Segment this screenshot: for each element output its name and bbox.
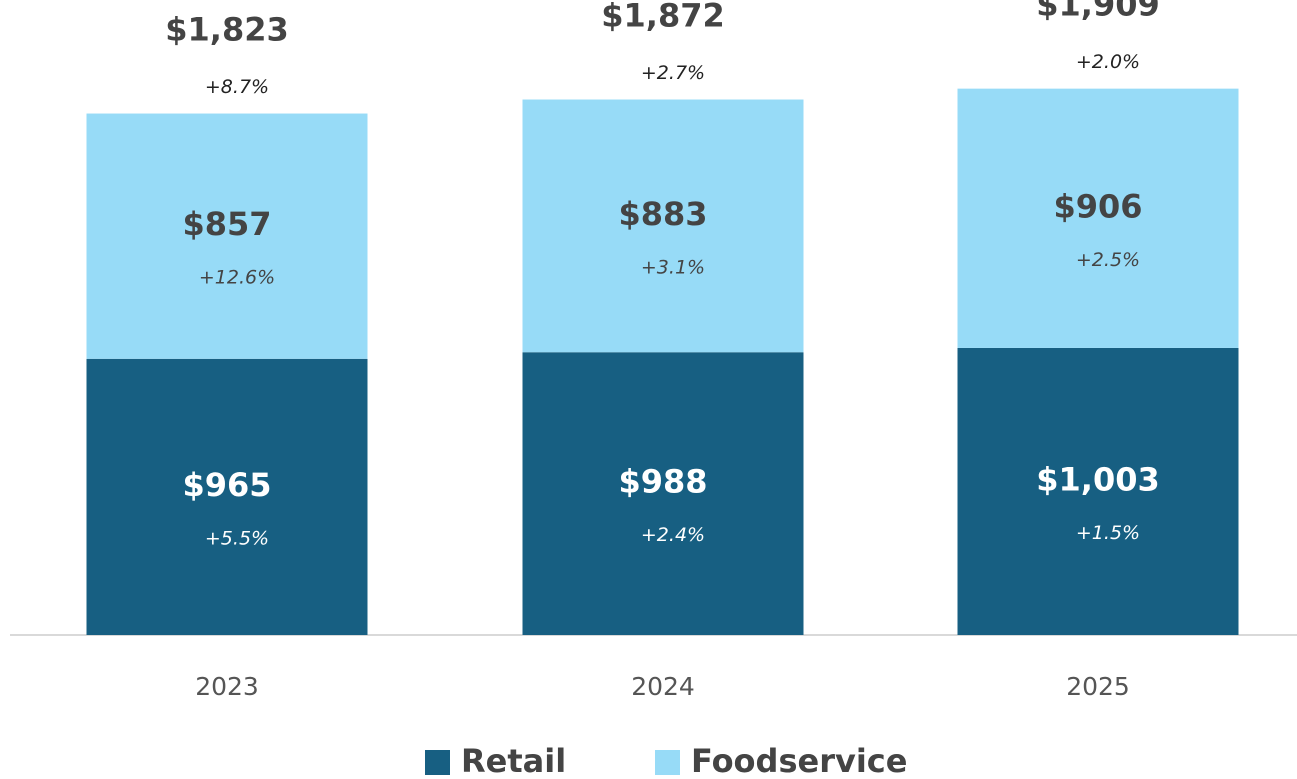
value-label: $1,003: [1036, 460, 1159, 498]
total-label: $1,909: [1036, 0, 1159, 24]
total-growth-label: +2.0%: [1076, 51, 1140, 73]
bar-segment: [86, 113, 368, 359]
x-tick-label: 2023: [195, 672, 259, 701]
total-label: $1,823: [165, 11, 288, 49]
legend-label: Retail: [461, 742, 566, 779]
value-label: $988: [618, 463, 707, 501]
growth-label: +1.5%: [1076, 522, 1140, 544]
growth-label: +2.4%: [641, 524, 705, 546]
bar-segment: [957, 347, 1239, 635]
growth-label: +5.5%: [205, 527, 269, 549]
legend-label: Foodservice: [691, 742, 907, 779]
value-label: $883: [618, 195, 707, 233]
bar-segment: [86, 358, 368, 635]
total-label: $1,872: [601, 0, 724, 35]
x-tick-label: 2024: [631, 672, 695, 701]
bar-segment: [522, 99, 804, 353]
bar-segment: [522, 352, 804, 635]
growth-label: +2.5%: [1076, 249, 1140, 271]
growth-label: +3.1%: [641, 256, 705, 278]
value-label: $965: [182, 466, 271, 504]
total-growth-label: +8.7%: [205, 76, 269, 98]
value-label: $857: [182, 205, 271, 243]
value-label: $906: [1053, 187, 1142, 225]
x-tick-label: 2025: [1066, 672, 1130, 701]
legend-swatch: [425, 750, 450, 775]
legend-swatch: [655, 750, 680, 775]
growth-label: +12.6%: [199, 267, 275, 289]
total-growth-label: +2.7%: [641, 62, 705, 84]
bar-segment: [957, 88, 1239, 348]
